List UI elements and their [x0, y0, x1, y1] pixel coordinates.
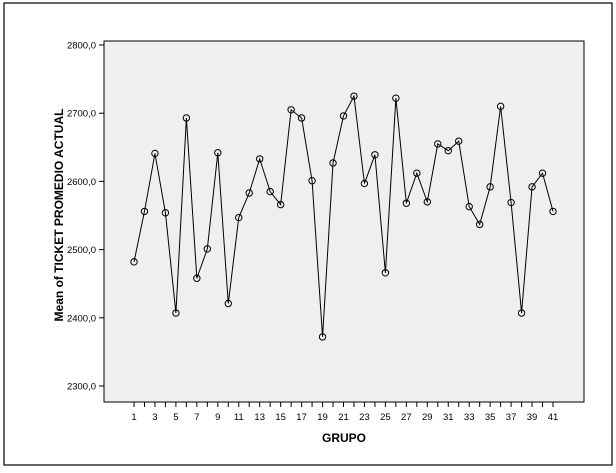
- y-tick-label: 2500,0: [67, 245, 96, 256]
- data-point-marker: [308, 177, 316, 185]
- data-point-marker: [266, 187, 274, 196]
- data-point-marker: [402, 199, 411, 207]
- data-point-marker: [360, 179, 369, 188]
- x-tick-label: 17: [296, 412, 307, 423]
- data-point-marker: [151, 149, 159, 158]
- data-point-marker: [455, 137, 463, 145]
- data-point-marker: [318, 333, 327, 341]
- data-point-marker: [172, 309, 180, 317]
- data-point-marker: [130, 258, 138, 266]
- x-tick-label: 15: [275, 412, 286, 423]
- series-line: [133, 94, 554, 337]
- data-point-marker: [538, 169, 547, 177]
- data-point-marker: [245, 189, 253, 197]
- data-point-marker: [224, 299, 232, 308]
- x-tick-label: 19: [317, 412, 328, 423]
- plot-area: [103, 40, 585, 403]
- x-tick-label: 41: [548, 412, 559, 423]
- x-tick-label: 27: [401, 412, 412, 423]
- data-point-marker: [434, 140, 442, 148]
- data-point-marker: [413, 169, 421, 177]
- data-points: [130, 92, 557, 341]
- data-point-marker: [161, 209, 170, 217]
- data-point-marker: [235, 213, 243, 222]
- x-tick-label: 35: [485, 412, 496, 423]
- x-tick-label: 3: [152, 412, 157, 423]
- y-tick-label: 2700,0: [67, 109, 96, 120]
- x-tick-label: 7: [194, 412, 199, 423]
- x-tick-label: 37: [506, 412, 517, 423]
- data-point-marker: [517, 309, 526, 317]
- data-point-marker: [486, 183, 494, 191]
- data-point-marker: [371, 151, 379, 159]
- data-point-marker: [381, 269, 390, 277]
- y-axis: 2300,0 2400,0 2500,0 2600,0 2700,0 2800,0: [67, 41, 104, 393]
- data-point-marker: [203, 245, 212, 253]
- data-point-marker: [465, 202, 473, 211]
- x-axis: 1 3 5 7 9 11 13 15 17 19 21 23 25 27 29 31 33 35 37 39 41: [131, 402, 558, 423]
- x-tick-label: 1: [131, 412, 136, 423]
- x-tick-label: 9: [215, 412, 220, 423]
- data-point-marker: [182, 114, 191, 122]
- x-tick-label: 29: [422, 412, 433, 423]
- data-point-marker: [297, 114, 306, 122]
- x-tick-label: 39: [527, 412, 538, 423]
- data-point-marker: [287, 106, 295, 114]
- x-tick-label: 31: [443, 412, 454, 423]
- data-point-marker: [276, 200, 285, 209]
- data-point-marker: [528, 183, 536, 191]
- data-point-marker: [214, 149, 222, 157]
- x-tick-label: 5: [173, 412, 178, 423]
- x-tick-label: 25: [380, 412, 391, 423]
- y-tick-label: 2300,0: [67, 382, 96, 393]
- data-point-marker: [549, 207, 557, 216]
- data-point-marker: [350, 92, 358, 100]
- data-point-marker: [507, 198, 515, 207]
- data-point-marker: [496, 102, 505, 111]
- data-point-marker: [392, 94, 400, 102]
- y-tick-label: 2600,0: [67, 177, 96, 188]
- data-point-marker: [140, 207, 149, 216]
- data-point-marker: [256, 155, 264, 163]
- y-tick-label: 2800,0: [67, 41, 96, 52]
- y-tick-label: 2400,0: [67, 313, 96, 324]
- data-point-marker: [475, 220, 484, 229]
- x-tick-label: 11: [234, 412, 244, 423]
- x-tick-label: 23: [359, 412, 370, 423]
- data-point-marker: [329, 159, 337, 167]
- data-point-marker: [423, 198, 431, 206]
- x-tick-label: 33: [464, 412, 475, 423]
- data-point-marker: [339, 112, 348, 120]
- x-axis-label: GRUPO: [322, 431, 366, 445]
- x-tick-label: 13: [254, 412, 265, 423]
- y-axis-label: Mean of TICKET PROMEDIO ACTUAL: [52, 109, 66, 322]
- data-point-marker: [193, 274, 201, 282]
- data-point-marker: [444, 147, 452, 155]
- x-tick-label: 21: [338, 412, 349, 423]
